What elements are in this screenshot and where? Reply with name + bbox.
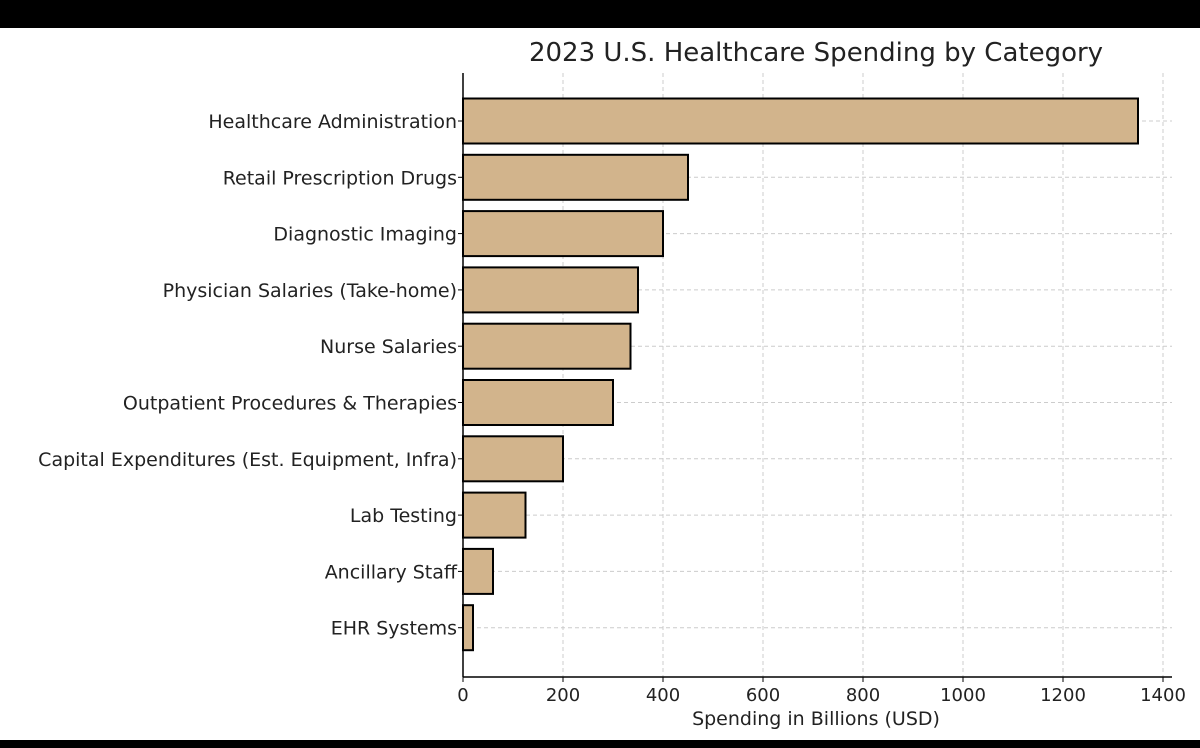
- category-label: Diagnostic Imaging: [273, 224, 457, 246]
- bar: [462, 491, 527, 539]
- category-label: Retail Prescription Drugs: [223, 167, 457, 189]
- bar: [462, 97, 1139, 145]
- bar: [462, 153, 689, 201]
- chart-title: 2023 U.S. Healthcare Spending by Categor…: [529, 38, 1103, 68]
- x-tick-label: 400: [646, 685, 680, 706]
- category-label: Lab Testing: [350, 505, 457, 527]
- category-label: Healthcare Administration: [208, 111, 457, 133]
- bar: [462, 379, 614, 426]
- category-labels: Healthcare Administration Retail Prescrip…: [38, 111, 458, 640]
- x-tick-label: 800: [846, 685, 880, 706]
- bar: [462, 322, 632, 370]
- axes: [458, 73, 1172, 682]
- x-tick-label: 200: [546, 685, 580, 706]
- category-label: Nurse Salaries: [320, 336, 457, 358]
- bar: [462, 604, 474, 652]
- x-axis-title: Spending in Billions (USD): [692, 708, 940, 730]
- x-tick-label: 1200: [1040, 685, 1086, 706]
- bar: [462, 210, 664, 258]
- x-tick-label: 1000: [940, 685, 986, 706]
- category-label: Outpatient Procedures & Therapies: [123, 393, 457, 415]
- bar: [462, 435, 564, 483]
- x-tick-labels: 0 200 400 600 800 1000 1200 1400: [457, 685, 1186, 706]
- category-label: EHR Systems: [331, 618, 457, 640]
- x-tick-label: 0: [457, 685, 468, 706]
- category-label: Ancillary Staff: [325, 561, 458, 583]
- bar: [462, 266, 639, 314]
- category-label: Physician Salaries (Take-home): [163, 280, 457, 302]
- x-tick-label: 600: [746, 685, 780, 706]
- x-tick-label: 1400: [1140, 685, 1186, 706]
- category-label: Capital Expenditures (Est. Equipment, In…: [38, 449, 457, 471]
- bars: [462, 97, 1139, 652]
- bar: [462, 547, 494, 595]
